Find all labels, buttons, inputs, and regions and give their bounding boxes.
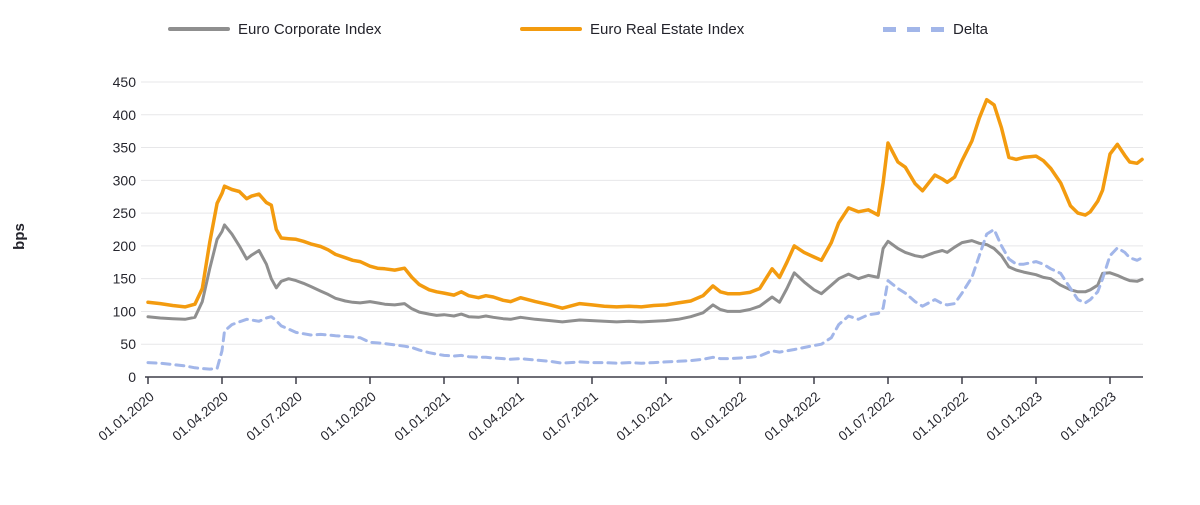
- legend-item-delta: Delta: [883, 18, 988, 40]
- x-tick-label: 01.04.2020: [170, 389, 231, 444]
- y-tick-label: 150: [113, 271, 137, 287]
- euro-corporate-line-swatch: [168, 27, 230, 31]
- series-euro-corporate-index: [146, 223, 1144, 324]
- x-tick-label: 01.10.2020: [318, 389, 379, 444]
- legend-label: Delta: [953, 20, 989, 38]
- y-tick-label: 0: [128, 369, 136, 385]
- y-tick-label: 50: [120, 336, 136, 352]
- y-tick-label: 450: [113, 74, 137, 90]
- y-tick-label: 250: [113, 205, 137, 221]
- x-tick-label: 01.04.2021: [466, 389, 527, 444]
- y-tick-labels: 0 50 100 150 200 250 300 350 400 450: [113, 74, 137, 385]
- x-tick-label: 01.01.2023: [984, 389, 1045, 444]
- x-axis: 01.01.2020 01.04.2020 01.07.2020 01.10.2020…: [96, 376, 1143, 444]
- series-delta: [146, 228, 1144, 371]
- x-tick-label: 01.07.2022: [836, 389, 897, 444]
- x-tick-label: 01.04.2023: [1058, 389, 1119, 444]
- legend-label: Euro Real Estate Index: [590, 20, 745, 38]
- legend-item-euro-corporate: Euro Corporate Index: [168, 18, 381, 40]
- x-tick-label: 01.10.2022: [910, 389, 971, 444]
- y-tick-label: 400: [113, 107, 137, 123]
- y-tick-label: 200: [113, 238, 137, 254]
- y-tick-label: 350: [113, 140, 137, 156]
- euro-real-estate-line-swatch: [520, 27, 582, 31]
- y-axis-title: bps: [10, 223, 28, 250]
- x-tick-label: 01.07.2020: [244, 389, 305, 444]
- x-tick-label: 01.01.2022: [688, 389, 749, 444]
- legend-label: Euro Corporate Index: [238, 20, 382, 38]
- x-tick-label: 01.04.2022: [762, 389, 823, 444]
- x-tick-label: 01.01.2020: [96, 389, 157, 444]
- x-tick-label: 01.01.2021: [392, 389, 453, 444]
- delta-dashed-line-swatch: [883, 26, 945, 32]
- gridlines: [141, 81, 1143, 345]
- x-tick-label: 01.10.2021: [614, 389, 675, 444]
- y-tick-label: 300: [113, 172, 137, 188]
- legend-item-euro-real-estate: Euro Real Estate Index: [520, 18, 744, 40]
- x-tick-label: 01.07.2021: [540, 389, 601, 444]
- y-tick-label: 100: [113, 303, 137, 319]
- series-euro-real-estate-index: [146, 97, 1144, 310]
